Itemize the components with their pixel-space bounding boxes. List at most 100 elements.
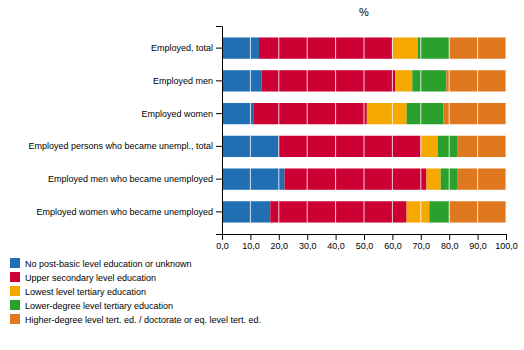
- grid-line: [278, 26, 279, 234]
- y-axis-line: [216, 27, 223, 235]
- bar: [222, 37, 259, 58]
- bar: [407, 103, 444, 124]
- x-tick: 100,0: [495, 234, 518, 251]
- bar: [444, 103, 506, 124]
- bar: [270, 201, 406, 222]
- bar: [284, 168, 426, 189]
- y-tick-label: Employed men: [153, 76, 213, 86]
- legend-label: No post-basic level education or unknown: [25, 259, 192, 269]
- legend-item: Upper secondary level education: [10, 272, 156, 283]
- bar: [412, 70, 446, 91]
- x-tick-label: 0,0: [216, 241, 229, 251]
- bar: [429, 201, 449, 222]
- legend-item: No post-basic level education or unknown: [10, 258, 192, 269]
- bar: [392, 37, 418, 58]
- grid-line: [420, 26, 421, 234]
- y-tick-mark: [216, 211, 222, 212]
- bar: [438, 136, 458, 157]
- bar: [222, 103, 253, 124]
- legend-label: Lowest level tertiary education: [25, 287, 146, 297]
- x-tick: 90,0: [469, 234, 487, 251]
- legend-swatch: [10, 272, 20, 282]
- y-tick-label: Employed women: [141, 109, 213, 119]
- grid-line: [477, 26, 478, 234]
- bar: [426, 168, 440, 189]
- x-tick-mark: [279, 234, 280, 240]
- bar: [418, 37, 449, 58]
- y-axis: Employed, total Employed men Employed wome…: [28, 27, 222, 235]
- x-tick: 30,0: [299, 234, 317, 251]
- bar: [279, 136, 421, 157]
- y-tick: Employed persons who became unempl., tot…: [28, 141, 222, 151]
- x-tick-mark: [250, 234, 251, 240]
- y-tick: Employed women who became unemployed: [36, 207, 222, 217]
- x-tick-mark: [364, 234, 365, 240]
- y-tick-mark: [216, 146, 222, 147]
- legend-label: Upper secondary level education: [25, 273, 156, 283]
- x-tick-mark: [307, 234, 308, 240]
- x-tick: 60,0: [384, 234, 402, 251]
- legend-label: Lower-degree level tertiary education: [25, 301, 173, 311]
- y-tick: Employed women: [141, 109, 222, 119]
- x-tick-mark: [392, 234, 393, 240]
- legend-swatch: [10, 258, 20, 268]
- x-tick-mark: [336, 234, 337, 240]
- y-tick-mark: [216, 80, 222, 81]
- legend-item: Lowest level tertiary education: [10, 286, 146, 297]
- grid-line: [250, 26, 251, 234]
- y-tick-label: Employed women who became unemployed: [36, 207, 213, 217]
- legend-label: Higher-degree level tert. ed. / doctorat…: [25, 315, 261, 325]
- chart: 0,0 10,0 20,0 30,0 40,0 50,0 60,0 70,0 80,0 90,0 1…: [0, 0, 524, 350]
- y-tick-mark: [216, 113, 222, 114]
- y-tick-label: Employed, total: [151, 43, 213, 53]
- x-tick-mark: [478, 234, 479, 240]
- legend: No post-basic level education or unknown…: [10, 258, 261, 325]
- x-tick-label: 10,0: [242, 241, 260, 251]
- x-tick-label: 40,0: [327, 241, 345, 251]
- x-tick-label: 20,0: [271, 241, 289, 251]
- x-tick-mark: [421, 234, 422, 240]
- y-tick-mark: [216, 179, 222, 180]
- legend-item: Lower-degree level tertiary education: [10, 300, 173, 311]
- grid-line: [335, 26, 336, 234]
- axis-label: %: [359, 6, 369, 18]
- bar: [458, 136, 506, 157]
- x-tick-mark: [449, 234, 450, 240]
- y-tick-mark: [216, 48, 222, 49]
- x-axis-line: [223, 235, 507, 241]
- x-tick: 70,0: [413, 234, 431, 251]
- grid-line: [449, 26, 450, 234]
- y-tick-label: Employed persons who became unempl., tot…: [28, 141, 213, 151]
- x-tick-label: 100,0: [495, 241, 518, 251]
- grid-line: [392, 26, 393, 234]
- y-tick-label: Employed men who became unemployed: [48, 174, 213, 184]
- y-tick: Employed men who became unemployed: [48, 174, 222, 184]
- x-tick-label: 80,0: [441, 241, 459, 251]
- bar: [222, 201, 270, 222]
- x-tick: 40,0: [327, 234, 345, 251]
- bar: [407, 201, 430, 222]
- legend-swatch: [10, 300, 20, 310]
- bar: [421, 136, 438, 157]
- y-tick: Employed, total: [151, 43, 222, 53]
- y-tick: Employed men: [153, 76, 222, 86]
- grid-line: [506, 26, 507, 234]
- grid-line: [307, 26, 308, 234]
- x-tick-mark: [506, 234, 507, 240]
- bar: [253, 103, 367, 124]
- bar: [395, 70, 412, 91]
- x-tick-label: 90,0: [469, 241, 487, 251]
- grid-line: [364, 26, 365, 234]
- legend-swatch: [10, 286, 20, 296]
- x-tick: 50,0: [356, 234, 374, 251]
- x-tick: 20,0: [271, 234, 289, 251]
- x-tick: 10,0: [242, 234, 260, 251]
- bar: [262, 70, 395, 91]
- bar: [367, 103, 407, 124]
- x-axis: 0,0 10,0 20,0 30,0 40,0 50,0 60,0 70,0 80,0 90,0 1…: [216, 234, 518, 251]
- bar: [222, 168, 284, 189]
- x-tick-label: 50,0: [356, 241, 374, 251]
- x-tick: 80,0: [441, 234, 459, 251]
- legend-item: Higher-degree level tert. ed. / doctorat…: [10, 314, 261, 325]
- x-tick-label: 30,0: [299, 241, 317, 251]
